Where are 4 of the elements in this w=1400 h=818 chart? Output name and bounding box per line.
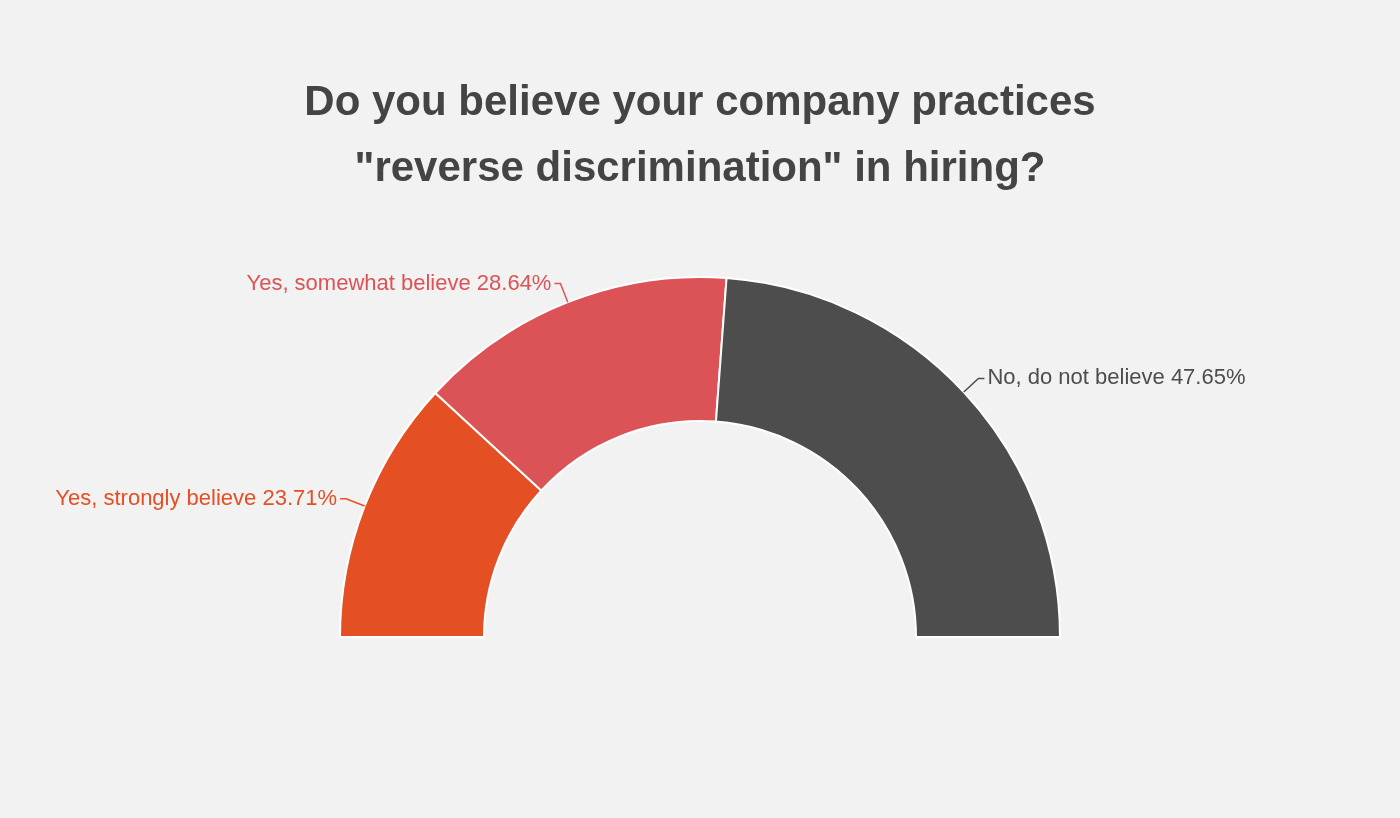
slice-label: No, do not believe 47.65% <box>987 364 1246 390</box>
chart-title: Do you believe your company practices "reverse discrimination" in hiring? <box>303 76 1097 192</box>
slice-label: Yes, somewhat believe 28.64% <box>246 269 552 295</box>
slice-label: Yes, strongly believe 23.71% <box>55 484 338 510</box>
